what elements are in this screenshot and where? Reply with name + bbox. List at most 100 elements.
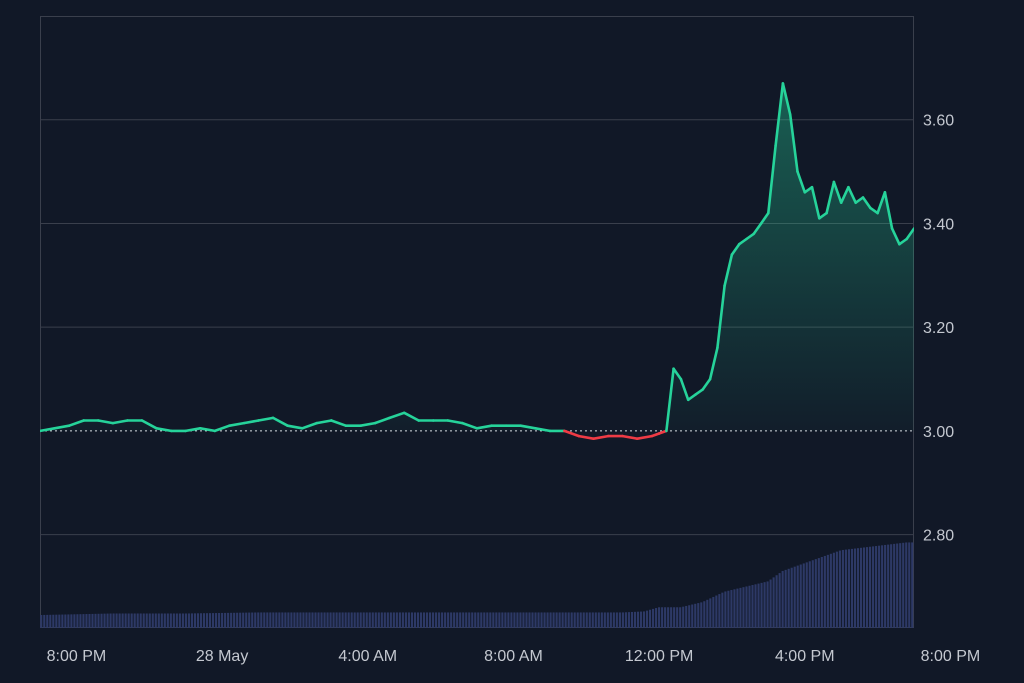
x-tick-label: 4:00 AM	[338, 648, 397, 665]
volume-bar	[832, 552, 835, 628]
volume-bar	[178, 613, 181, 628]
volume-bar	[606, 612, 609, 628]
volume-bar	[435, 612, 438, 628]
volume-bar	[468, 612, 471, 628]
volume-bar	[383, 612, 386, 628]
volume-bar	[356, 612, 359, 628]
price-segment	[810, 185, 821, 220]
volume-bar	[528, 612, 531, 628]
volume-bar	[425, 612, 429, 628]
price-segment	[774, 82, 785, 147]
volume-bar	[166, 613, 169, 628]
volume-bar	[308, 612, 311, 628]
volume-bar	[546, 612, 549, 628]
volume-bar	[70, 614, 73, 628]
x-tick-label: 8:00 PM	[921, 648, 981, 665]
volume-bar	[97, 613, 100, 628]
volume-bar	[739, 587, 742, 628]
volume-bar	[441, 612, 444, 628]
volume-bar	[564, 612, 567, 628]
price-segment	[592, 434, 610, 441]
volume-bar	[655, 608, 658, 628]
volume-bars	[40, 542, 914, 628]
volume-bar	[106, 613, 109, 628]
price-segment	[672, 367, 683, 381]
volume-bar	[727, 590, 730, 628]
volume-bar	[187, 613, 190, 628]
volume-bar	[597, 612, 600, 628]
volume-bar	[175, 613, 178, 628]
y-tick-label: 3.00	[923, 424, 954, 441]
volume-bar	[624, 612, 627, 628]
volume-bar	[648, 609, 652, 628]
price-segment	[388, 411, 406, 420]
volume-bar	[537, 612, 540, 628]
volume-bar	[374, 612, 377, 628]
volume-bar	[91, 613, 94, 628]
volume-bar	[251, 612, 254, 628]
volume-bar	[513, 612, 516, 628]
volume-bar	[902, 542, 905, 628]
price-segment	[563, 429, 581, 438]
price-segment	[475, 424, 493, 430]
volume-bar	[127, 613, 130, 628]
volume-bar	[715, 595, 718, 628]
volume-bar	[136, 613, 139, 628]
volume-bar	[784, 569, 787, 628]
volume-bar	[893, 543, 896, 628]
volume-bar	[82, 614, 85, 628]
volume-bar	[317, 612, 320, 628]
price-area-fill	[40, 83, 914, 431]
volume-bar	[148, 613, 151, 628]
volume-bar	[694, 603, 697, 628]
y-tick-label: 3.20	[923, 320, 954, 337]
volume-bar	[438, 612, 441, 628]
volume-bar	[115, 613, 118, 628]
volume-bar	[642, 611, 646, 628]
volume-bar	[94, 613, 97, 628]
price-segment	[832, 180, 843, 204]
volume-bar	[766, 581, 769, 628]
volume-bar	[486, 612, 489, 628]
volume-bar	[395, 612, 398, 628]
volume-bar	[703, 601, 706, 628]
volume-bar	[100, 613, 103, 628]
volume-bar	[43, 614, 46, 628]
volume-bar	[109, 613, 112, 628]
volume-bar	[230, 612, 233, 628]
volume-bar	[847, 549, 851, 628]
volume-bar	[407, 612, 410, 628]
volume-bar	[326, 612, 329, 628]
volume-bar	[163, 613, 166, 628]
volume-bar	[73, 614, 76, 628]
volume-bar	[296, 612, 299, 628]
price-segment	[825, 180, 836, 215]
volume-bar	[685, 605, 688, 628]
volume-bar	[404, 612, 407, 628]
volume-bar	[190, 613, 193, 628]
price-segment	[621, 434, 639, 441]
x-tick-label: 28 May	[196, 648, 248, 665]
price-segment	[890, 227, 901, 246]
volume-bar	[248, 612, 251, 628]
price-segment	[686, 393, 697, 402]
price-segment	[876, 191, 887, 215]
price-segment	[868, 206, 879, 215]
volume-bar	[688, 605, 691, 628]
volume-bar	[543, 612, 546, 628]
price-segment	[803, 185, 814, 194]
volume-bar	[52, 614, 55, 628]
volume-bar	[398, 612, 401, 628]
volume-bar	[181, 613, 184, 628]
volume-bar	[314, 612, 317, 628]
price-segment	[665, 367, 675, 433]
volume-bar	[742, 587, 745, 628]
volume-bar	[293, 612, 296, 628]
volume-bar	[169, 613, 172, 628]
volume-bar	[239, 612, 242, 628]
volume-bar	[275, 612, 278, 628]
volume-bar	[341, 612, 344, 628]
volume-bar	[471, 612, 474, 628]
price-segment	[766, 144, 777, 215]
